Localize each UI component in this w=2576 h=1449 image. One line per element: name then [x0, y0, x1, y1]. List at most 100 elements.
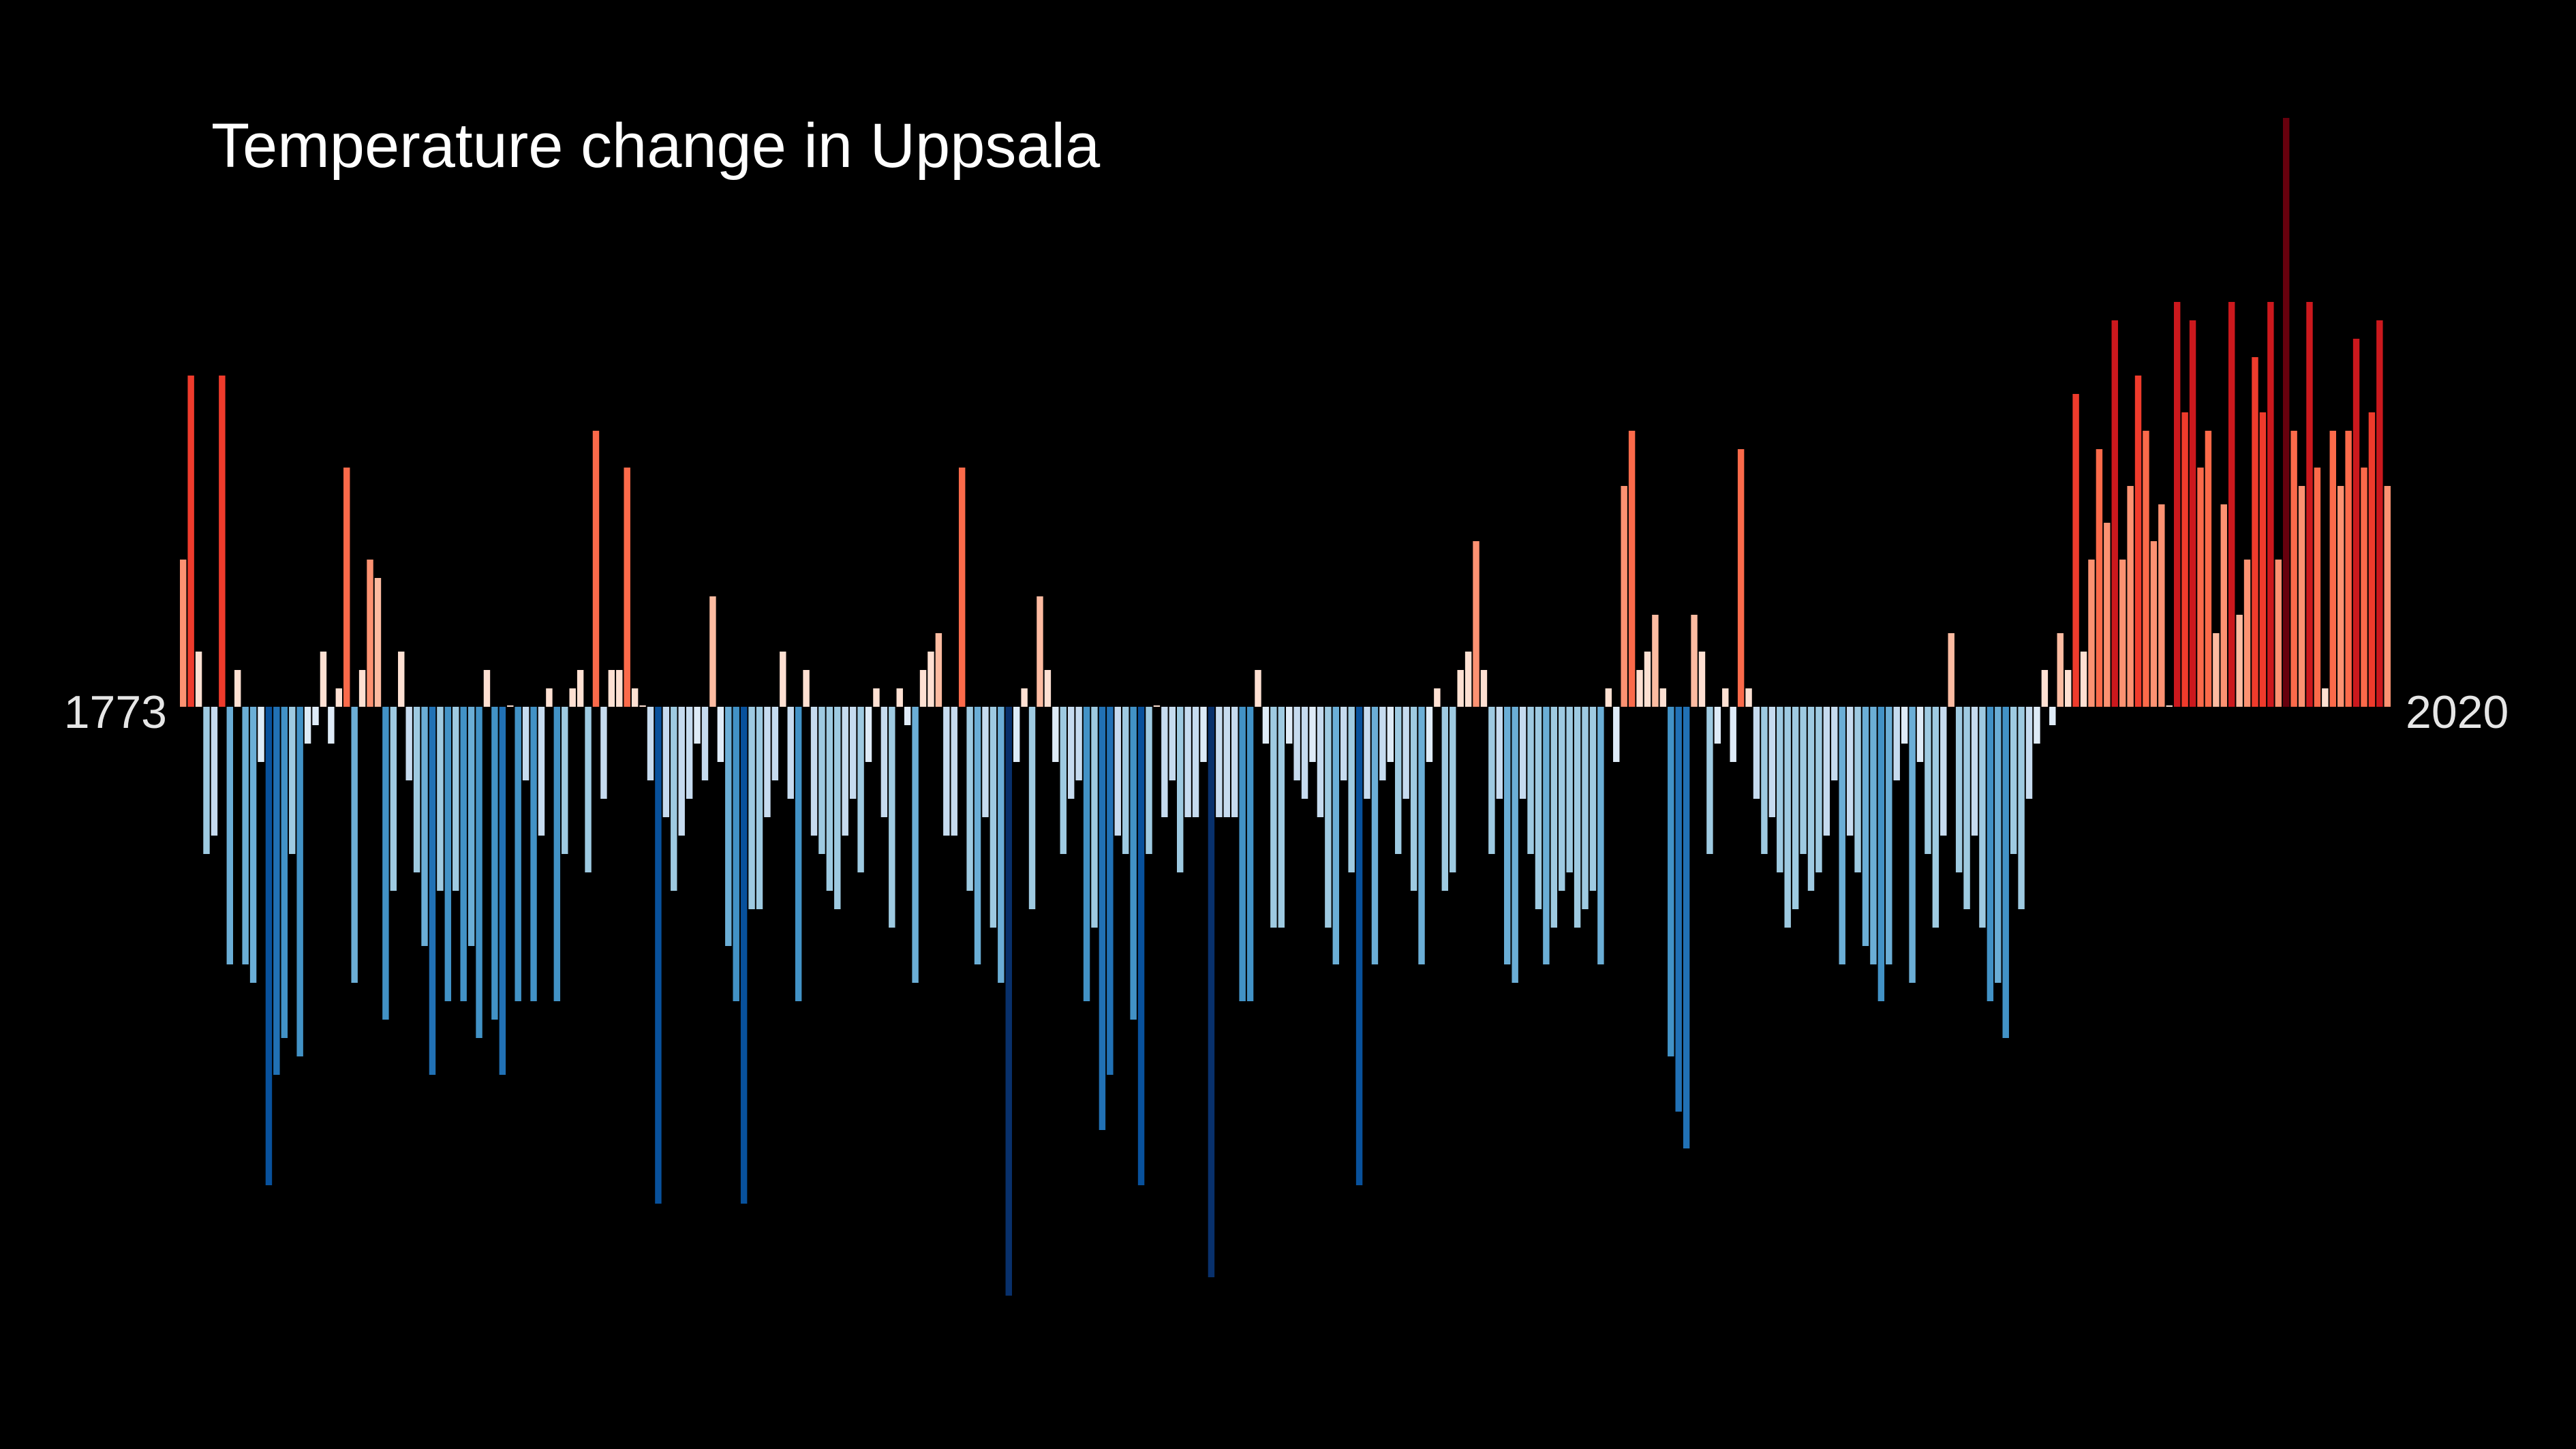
bar-year-1806 — [437, 707, 444, 891]
bar-year-1835 — [662, 707, 670, 817]
bar-year-1849 — [771, 707, 779, 780]
bar-year-1975 — [1753, 707, 1760, 799]
bar-year-1886 — [1060, 707, 1067, 854]
bar-year-1833 — [647, 707, 654, 780]
bar-year-1827 — [600, 707, 607, 799]
bar-year-1892 — [1107, 707, 1114, 1075]
bar-year-2029 — [2173, 302, 2181, 707]
bar-year-1822 — [562, 707, 568, 854]
bar-year-2038 — [2243, 560, 2251, 707]
bar-year-1889 — [1083, 707, 1090, 1001]
bar-year-1896 — [1137, 707, 1145, 1185]
bar-year-1901 — [1176, 707, 1184, 872]
bar-year-1784 — [265, 707, 273, 1185]
bar-year-1968 — [1698, 652, 1706, 707]
bar-year-1870 — [935, 633, 942, 707]
bar-year-1953 — [1582, 707, 1589, 909]
bar-year-1978 — [1777, 707, 1783, 872]
bar-year-1916 — [1293, 707, 1300, 780]
bar-year-1928 — [1387, 707, 1394, 762]
bar-year-1887 — [1067, 707, 1075, 799]
bar-year-2023 — [2127, 486, 2134, 707]
bar-year-1792 — [328, 707, 335, 744]
bar-year-1899 — [1161, 707, 1168, 817]
bar-year-1858 — [842, 707, 848, 836]
bar-year-1932 — [1418, 707, 1425, 964]
bar-year-2017 — [2080, 652, 2087, 707]
bar-year-1954 — [1589, 707, 1597, 891]
bar-year-2048 — [2322, 688, 2329, 707]
bar-year-1782 — [249, 707, 257, 983]
bar-year-1960 — [1636, 670, 1643, 707]
bar-year-1812 — [483, 670, 491, 707]
bar-year-1778 — [219, 376, 226, 707]
bar-year-1925 — [1364, 707, 1370, 799]
bar-year-1829 — [616, 670, 623, 707]
bar-year-1855 — [818, 707, 825, 854]
bar-year-1956 — [1605, 688, 1612, 707]
bar-year-1860 — [857, 707, 864, 872]
bar-year-1955 — [1597, 707, 1604, 964]
bar-year-1980 — [1792, 707, 1799, 909]
bar-year-2032 — [2197, 468, 2204, 707]
bar-year-1866 — [904, 707, 911, 725]
bar-year-1814 — [499, 707, 506, 1075]
bar-year-1897 — [1146, 707, 1152, 854]
bar-year-2047 — [2314, 468, 2321, 707]
bar-year-1781 — [242, 707, 249, 964]
bar-year-1785 — [273, 707, 280, 1075]
bar-year-2013 — [2049, 707, 2056, 725]
bar-year-2041 — [2267, 302, 2274, 707]
bar-year-1986 — [1839, 707, 1845, 964]
bar-year-1879 — [1005, 707, 1012, 1296]
bar-year-2010 — [2025, 707, 2033, 799]
bar-year-1998 — [1932, 707, 1939, 928]
bar-year-2049 — [2329, 431, 2336, 707]
bar-year-1847 — [756, 707, 763, 909]
bar-year-1846 — [748, 707, 755, 909]
bar-year-1780 — [234, 670, 241, 707]
bar-year-2018 — [2088, 560, 2095, 707]
bar-year-2008 — [2010, 707, 2017, 854]
bar-year-2011 — [2034, 707, 2040, 744]
bar-year-2042 — [2275, 560, 2282, 707]
bar-year-1915 — [1286, 707, 1293, 744]
bar-year-1852 — [795, 707, 802, 1001]
bar-year-1924 — [1355, 707, 1363, 1185]
bar-year-1947 — [1535, 707, 1542, 909]
bar-year-1938 — [1465, 652, 1472, 707]
bar-year-1842 — [717, 707, 724, 762]
bar-year-1971 — [1722, 688, 1729, 707]
bar-year-1779 — [226, 707, 234, 964]
bar-year-1803 — [413, 707, 420, 872]
bar-year-1907 — [1223, 707, 1230, 817]
bar-year-1828 — [608, 670, 615, 707]
bar-year-1991 — [1877, 707, 1885, 1001]
bar-year-2012 — [2041, 670, 2049, 707]
bar-year-1900 — [1169, 707, 1176, 780]
bar-year-1973 — [1737, 449, 1745, 707]
bar-year-1848 — [764, 707, 771, 817]
bar-year-1793 — [335, 688, 343, 707]
bar-year-1874 — [966, 707, 973, 891]
bar-year-1795 — [351, 707, 358, 983]
bar-year-2033 — [2205, 431, 2212, 707]
bar-year-1949 — [1550, 707, 1558, 928]
bar-year-1800 — [390, 707, 397, 891]
bar-year-1970 — [1714, 707, 1721, 744]
bar-year-1777 — [211, 707, 218, 836]
bar-year-2016 — [2072, 394, 2079, 707]
bar-year-1789 — [304, 707, 311, 744]
bar-year-1854 — [810, 707, 818, 836]
bar-year-1790 — [312, 707, 319, 725]
bar-year-1885 — [1052, 707, 1059, 762]
bar-year-1821 — [553, 707, 561, 1001]
bar-year-1981 — [1800, 707, 1807, 854]
bar-year-1919 — [1317, 707, 1324, 817]
bar-year-1850 — [780, 652, 786, 707]
bar-year-1927 — [1379, 707, 1386, 780]
bar-year-1865 — [896, 688, 903, 707]
bar-year-2009 — [2018, 707, 2025, 909]
bar-year-2025 — [2143, 431, 2149, 707]
bar-year-1807 — [444, 707, 452, 1001]
